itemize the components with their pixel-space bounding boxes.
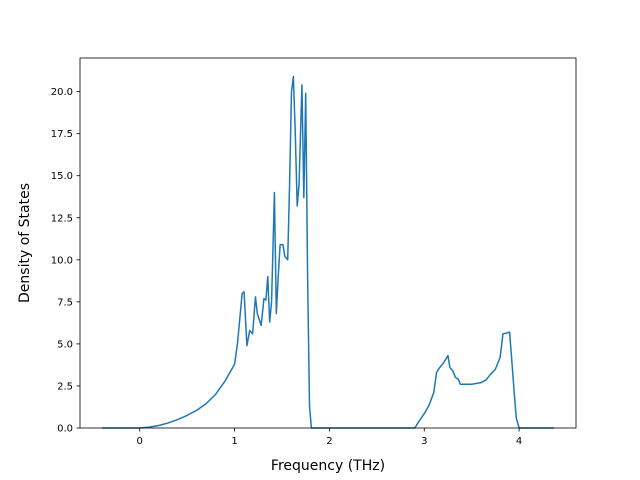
y-tick-label: 0.0 bbox=[57, 424, 73, 435]
x-tick-label: 2 bbox=[326, 436, 332, 447]
y-tick-label: 2.5 bbox=[57, 381, 73, 392]
y-tick-label: 15.0 bbox=[51, 171, 73, 182]
y-tick-label: 17.5 bbox=[51, 129, 73, 140]
y-tick-label: 20.0 bbox=[51, 87, 73, 98]
x-axis-label: Frequency (THz) bbox=[271, 458, 385, 474]
y-tick-label: 7.5 bbox=[57, 297, 73, 308]
y-axis-ticks: 0.0 2.5 5.0 7.5 10.0 12.5 15.0 17.5 20.0 bbox=[51, 87, 80, 435]
x-tick-label: 0 bbox=[137, 436, 143, 447]
x-tick-label: 4 bbox=[516, 436, 522, 447]
x-tick-label: 3 bbox=[421, 436, 427, 447]
plot-frame bbox=[79, 57, 577, 429]
dos-series-line bbox=[101, 75, 555, 429]
y-tick-label: 12.5 bbox=[51, 213, 73, 224]
plot-area bbox=[80, 58, 576, 428]
y-tick-label: 10.0 bbox=[51, 255, 73, 266]
y-axis-label: Density of States bbox=[17, 183, 33, 303]
y-tick-label: 5.0 bbox=[57, 339, 73, 350]
x-tick-label: 1 bbox=[231, 436, 237, 447]
